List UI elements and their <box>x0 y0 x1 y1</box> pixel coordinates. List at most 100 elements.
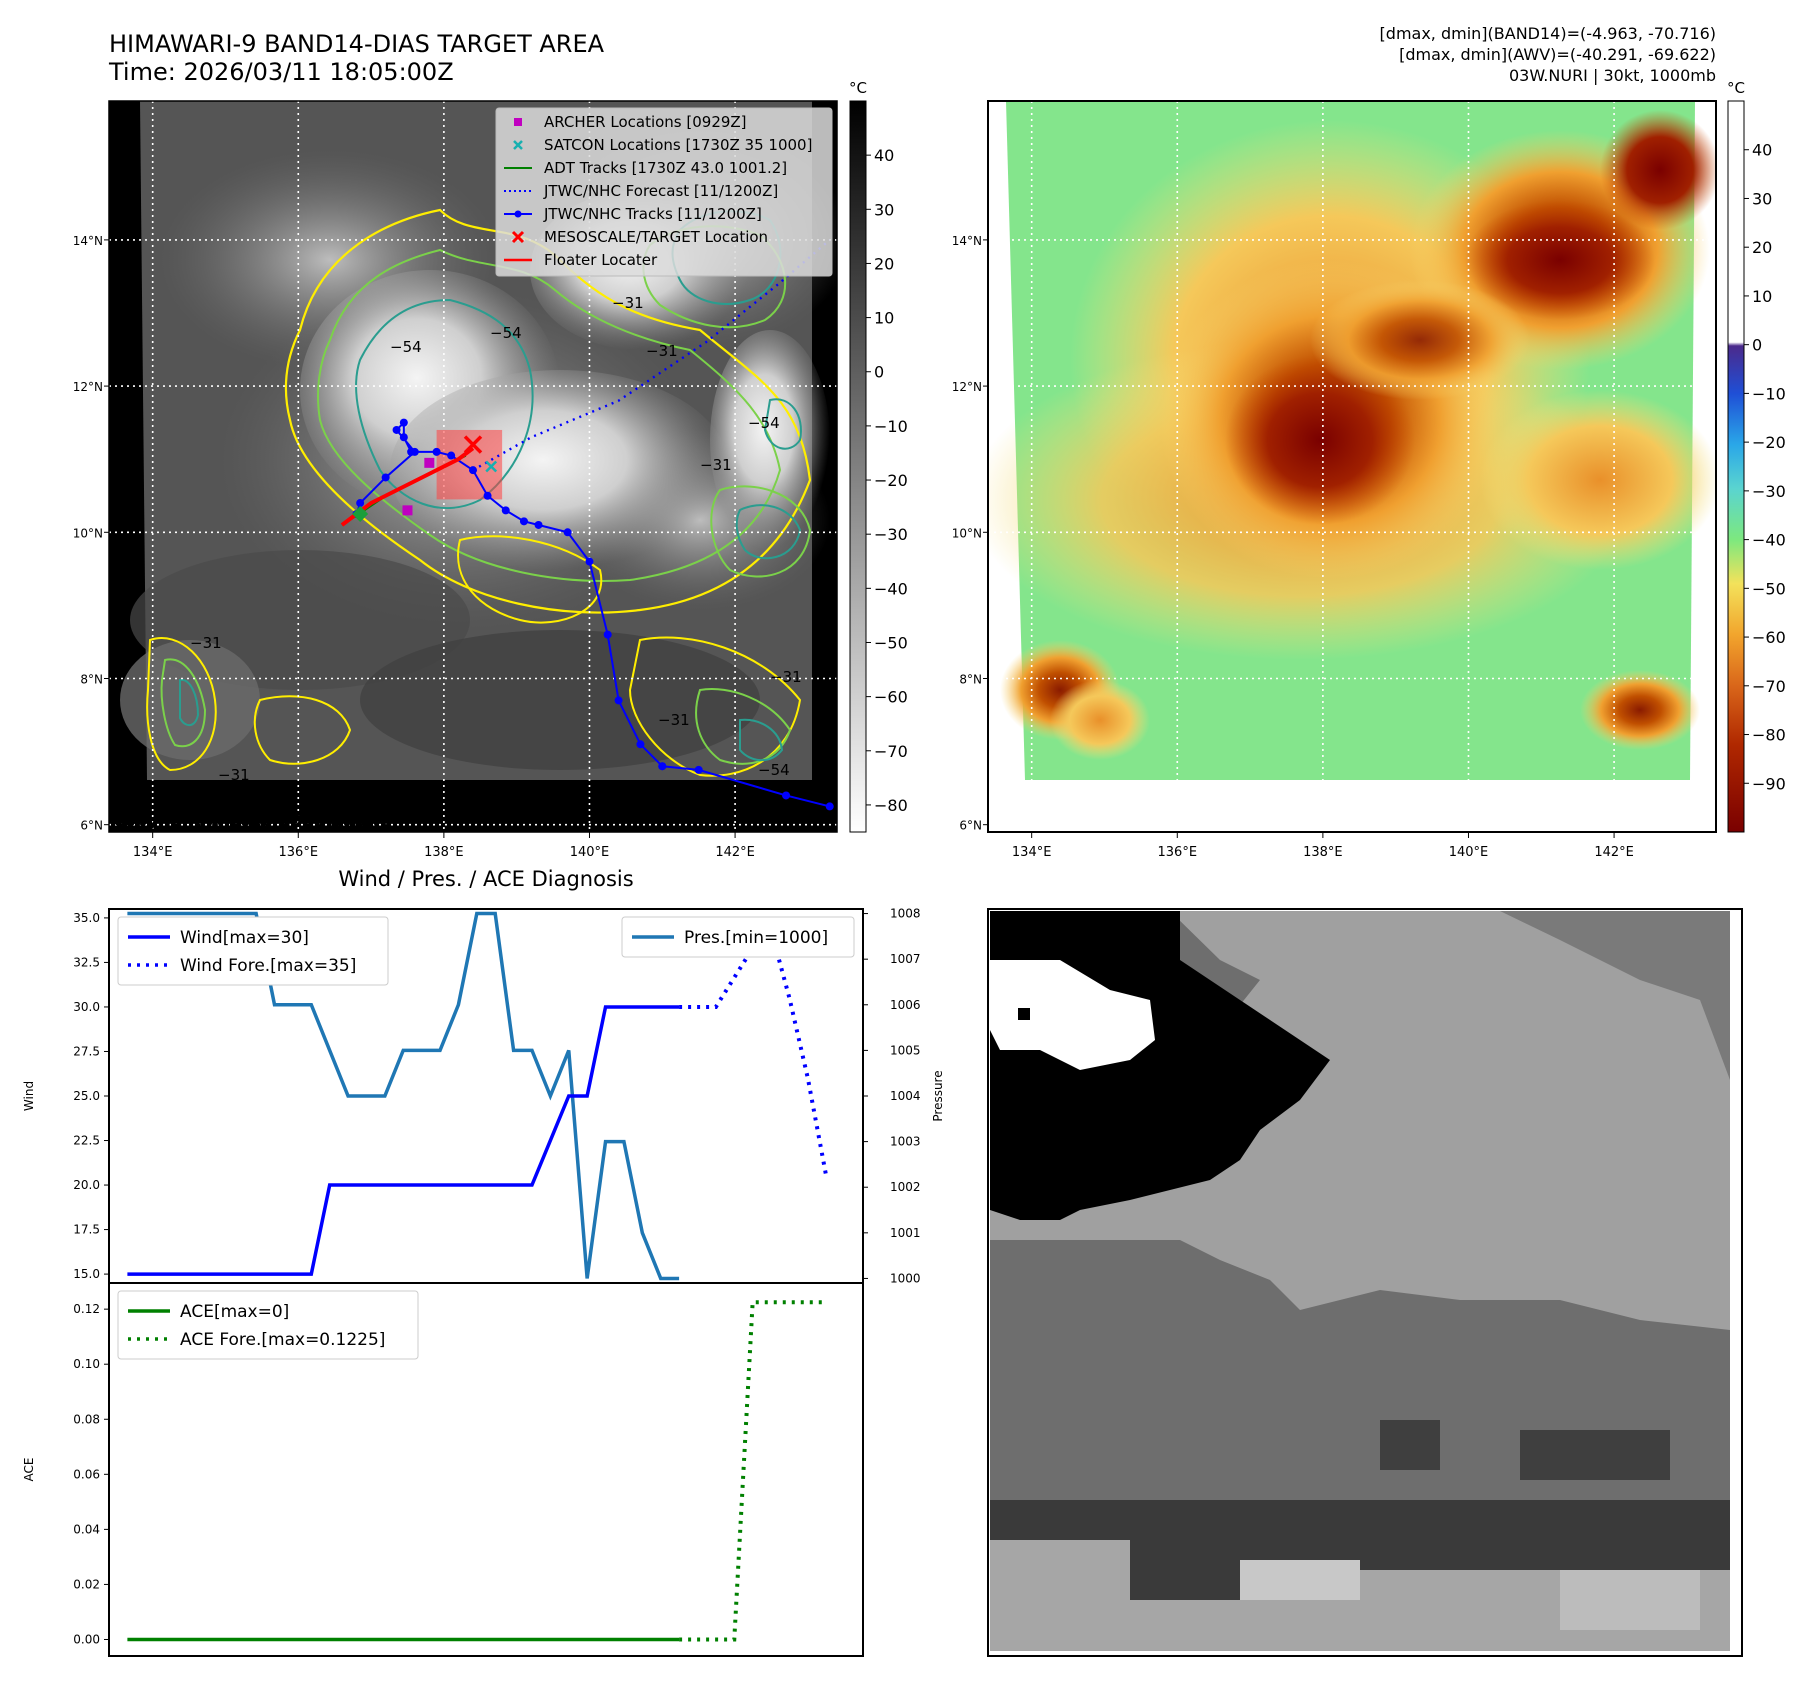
wind-pressure-chart: 35.0 32.5 30.0 27.5 25.0 22.5 20.0 17.5 15.0 Wind… <box>22 907 945 1286</box>
colorbar-tick-label: −20 <box>1752 433 1786 452</box>
wmg-panel: WMG Count: 0 <box>987 908 1743 1657</box>
colorbar-tick-label: 40 <box>874 146 894 165</box>
jtwc-track-point <box>636 740 645 749</box>
jtwc-track-point <box>658 762 667 771</box>
map-gridlines <box>988 101 1716 832</box>
contour-label: −54 <box>748 414 780 432</box>
y-tick-label: 0.04 <box>73 1522 100 1536</box>
awv-map-panel: 134°E 136°E 138°E 140°E 142°E 14°N 12°N 10°N 8°N… <box>952 100 1717 860</box>
contour-label: −54 <box>390 338 422 356</box>
y2-tick-label: 1008 <box>890 907 921 921</box>
colorbar-tick-label: 0 <box>874 363 884 382</box>
legend-label: Floater Locater <box>544 251 658 269</box>
awv-imagery <box>988 101 1716 832</box>
y-tick-label: 32.5 <box>73 955 100 969</box>
lat-tick-label: 10°N <box>73 526 103 540</box>
colorbar-tick-label: 20 <box>874 254 894 273</box>
lon-tick-label: 136°E <box>1158 845 1198 860</box>
colorbar-tick-label: −60 <box>874 688 908 707</box>
contour-label: −31 <box>700 456 732 474</box>
legend-marker-dot <box>514 210 522 218</box>
colorbar-tick-label: 30 <box>1752 189 1772 208</box>
series-line <box>127 911 680 1281</box>
y2-tick-label: 1002 <box>890 1180 921 1194</box>
legend-label: MESOSCALE/TARGET Location <box>544 228 768 246</box>
jtwc-track-point <box>585 557 594 566</box>
legend-marker <box>514 118 522 126</box>
y2-tick-label: 1003 <box>890 1135 921 1149</box>
y-tick-label: 22.5 <box>73 1134 100 1148</box>
y-tick-label: 0.00 <box>73 1632 100 1646</box>
y2-tick-label: 1001 <box>890 1226 921 1240</box>
legend-label: Wind[max=30] <box>180 928 309 948</box>
y-tick-label: 0.08 <box>73 1412 100 1426</box>
jtwc-track-line <box>662 765 830 808</box>
map-legend: ARCHER Locations [0929Z] SATCON Locations… <box>495 107 833 277</box>
adt-current-marker <box>352 506 369 523</box>
legend-label: Wind Fore.[max=35] <box>180 956 356 976</box>
jtwc-track-point <box>432 447 441 456</box>
archer-location-marker <box>402 505 413 516</box>
colorbar-tick-label: −50 <box>874 633 908 652</box>
band14-map-panel: −54 −54 −31 −31 −31 −31 −31 −54 −31 −31 … <box>73 100 838 860</box>
colorbar-tick-label: 10 <box>1752 287 1772 306</box>
jtwc-track-point <box>399 418 408 427</box>
diagnosis-title: Wind / Pres. / ACE Diagnosis <box>338 867 633 891</box>
jtwc-track-point <box>381 473 390 482</box>
jtwc-track-point <box>469 466 477 475</box>
y2-tick-label: 1000 <box>890 1271 921 1285</box>
colorbar-tick-label: −10 <box>1752 384 1786 403</box>
lat-tick-label: 6°N <box>959 819 982 833</box>
y-tick-label: 0.02 <box>73 1577 100 1591</box>
contour-label: −54 <box>758 761 790 779</box>
jtwc-track-point <box>447 451 456 460</box>
y-tick-label: 20.0 <box>73 1178 100 1192</box>
colorbar-tick-label: −40 <box>874 579 908 598</box>
y-tick-label: 0.10 <box>73 1357 100 1371</box>
jtwc-track-point <box>483 491 492 500</box>
colorbar-tick-label: −40 <box>1752 531 1786 550</box>
figure-time: Time: 2026/03/11 18:05:00Z <box>108 58 454 86</box>
contour-label: −31 <box>770 668 802 686</box>
band14-colorbar: °C 40 30 20 10 0 −10 −20 −30 −40 −50 −60 −70 −80 <box>849 79 908 833</box>
legend-box <box>621 916 855 958</box>
band14-stats: [dmax, dmin](BAND14)=(-4.963, -70.716) <box>1380 24 1716 43</box>
colorbar-tick-label: −70 <box>874 742 908 761</box>
map-axes-labels: 134°E 136°E 138°E 140°E 142°E 14°N 12°N 10°N 8°N… <box>952 234 1634 860</box>
satellite-imagery: −54 −54 −31 −31 −31 −31 −31 −54 −31 −31 … <box>109 101 837 832</box>
colorbar-tick-label: −30 <box>1752 482 1786 501</box>
lon-tick-label: 140°E <box>570 845 610 860</box>
y-axis-label: Pressure <box>931 1070 945 1121</box>
colorbar-tick-label: −50 <box>1752 579 1786 598</box>
jtwc-track-point <box>603 630 612 639</box>
colorbar-tick-label: −80 <box>874 796 908 815</box>
jtwc-track-point <box>694 765 703 774</box>
contour-label: −31 <box>218 766 250 784</box>
jtwc-track-point <box>614 696 623 705</box>
legend-label: SATCON Locations [1730Z 35 1000] <box>544 136 812 154</box>
y-tick-label: 0.06 <box>73 1467 100 1481</box>
lon-tick-label: 142°E <box>1594 845 1634 860</box>
figure-title: HIMAWARI-9 BAND14-DIAS TARGET AREA <box>109 30 605 58</box>
legend-marker <box>511 230 525 244</box>
mesoscale-target-marker <box>463 435 483 454</box>
lat-tick-label: 12°N <box>952 380 982 394</box>
colorbar-unit: °C <box>849 79 867 97</box>
series-line <box>127 1005 680 1276</box>
y2-tick-label: 1006 <box>890 998 921 1012</box>
colorbar-tick-label: −20 <box>874 471 908 490</box>
colorbar-tick-label: 30 <box>874 200 894 219</box>
lon-tick-label: 140°E <box>1449 845 1489 860</box>
contour-label: −31 <box>658 711 690 729</box>
legend-box <box>117 1290 419 1360</box>
legend-label: JTWC/NHC Forecast [11/1200Z] <box>543 182 778 200</box>
y-tick-label: 15.0 <box>73 1267 100 1281</box>
archer-location-marker <box>424 457 435 468</box>
y-axis-label: Wind <box>22 1081 36 1111</box>
jtwc-track-point <box>392 425 401 434</box>
awv-stats: [dmax, dmin](AWV)=(-40.291, -69.622) <box>1399 45 1716 64</box>
map-axes-labels: 134°E 136°E 138°E 140°E 142°E 14°N 12°N 10°N 8°N… <box>73 234 755 860</box>
colorbar-unit: °C <box>1727 79 1745 97</box>
colorbar-tick-label: −60 <box>1752 628 1786 647</box>
